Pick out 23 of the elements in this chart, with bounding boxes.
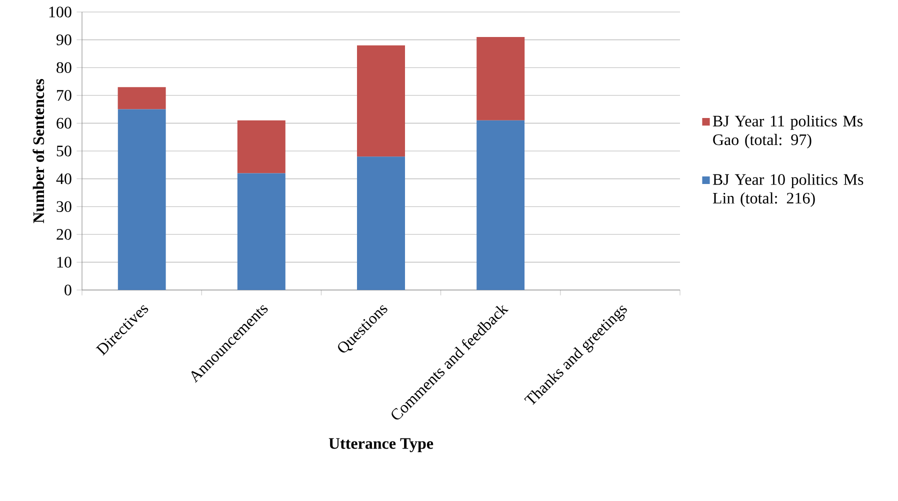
bar xyxy=(118,109,166,290)
y-tick-label: 80 xyxy=(56,62,72,73)
legend-label: BJ Year 11 politics Ms Gao (total: 97) xyxy=(712,115,863,148)
y-tick-label: 70 xyxy=(57,90,72,101)
y-tick-label: 40 xyxy=(56,173,72,184)
bar xyxy=(237,120,286,174)
bar xyxy=(357,45,406,157)
bar xyxy=(118,87,166,110)
y-tick-label: 30 xyxy=(56,201,72,212)
x-axis-title: Utterance Type xyxy=(328,438,434,452)
bar xyxy=(476,37,525,120)
bar xyxy=(357,156,406,290)
bar xyxy=(237,173,286,290)
legend-label: BJ Year 10 politics Ms Lin (total: 216) xyxy=(712,174,864,207)
y-tick-label: 100 xyxy=(49,6,72,18)
y-tick-label: 0 xyxy=(64,284,72,296)
y-tick-label: 90 xyxy=(56,34,72,46)
bar xyxy=(476,120,525,290)
y-tick-label: 50 xyxy=(56,146,72,156)
y-tick-label: 10 xyxy=(57,256,72,268)
y-tick-label: 60 xyxy=(56,118,72,129)
y-axis-title: Number of Sentences xyxy=(32,78,44,224)
y-tick-label: 20 xyxy=(56,229,72,240)
